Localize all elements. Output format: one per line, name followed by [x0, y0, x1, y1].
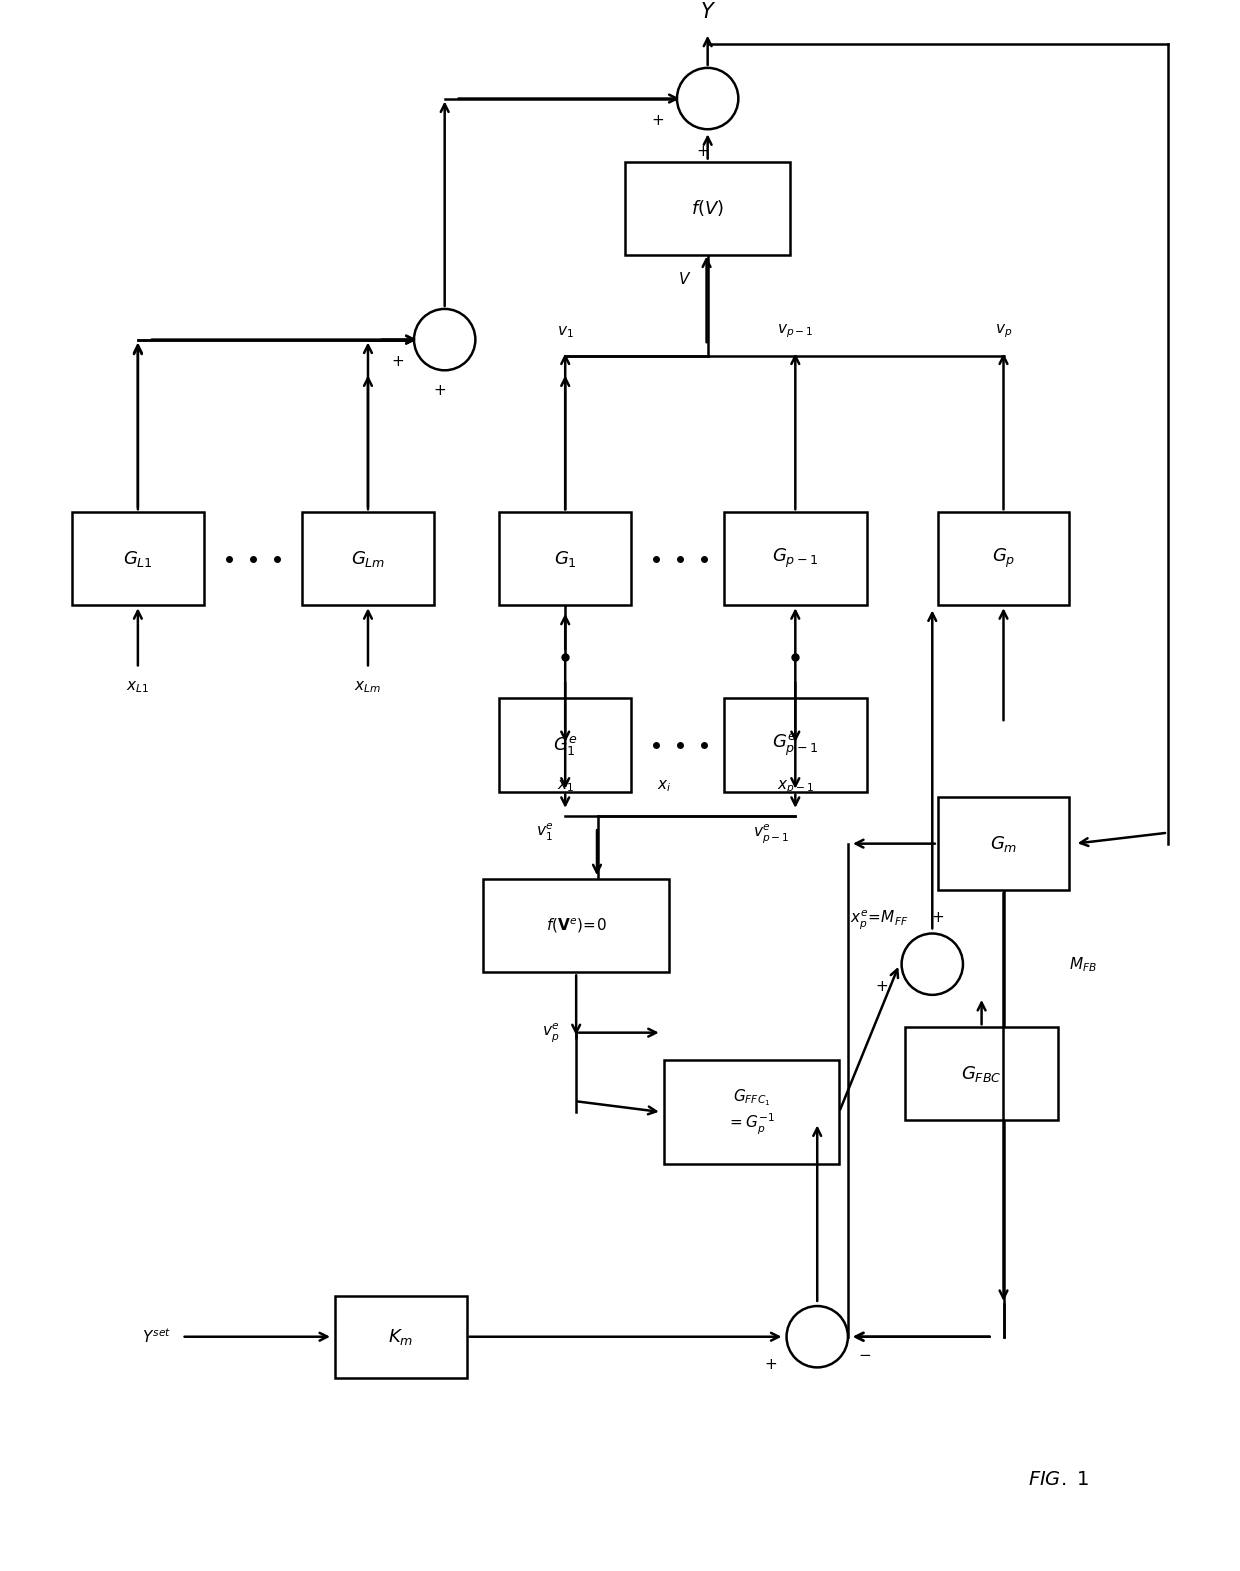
Text: $G^e_1$: $G^e_1$ — [553, 734, 578, 757]
Text: $v_1$: $v_1$ — [557, 324, 574, 339]
Text: $+$: $+$ — [391, 353, 404, 369]
Text: $G_{FBC}$: $G_{FBC}$ — [961, 1064, 1002, 1084]
Text: $v_{p-1}$: $v_{p-1}$ — [777, 322, 813, 339]
Text: $M_{FB}$: $M_{FB}$ — [1069, 955, 1097, 974]
Circle shape — [786, 1306, 848, 1367]
Text: $G_{L1}$: $G_{L1}$ — [123, 548, 153, 569]
FancyBboxPatch shape — [303, 512, 434, 605]
Text: $+$: $+$ — [696, 143, 709, 159]
Text: $G_{FFC_1}$
$=G_p^{-1}$: $G_{FFC_1}$ $=G_p^{-1}$ — [728, 1087, 776, 1136]
Text: $G_1$: $G_1$ — [554, 548, 577, 569]
Text: $\mathit{FIG.\ 1}$: $\mathit{FIG.\ 1}$ — [1028, 1470, 1089, 1489]
FancyBboxPatch shape — [724, 512, 867, 605]
Text: $v^e_{p-1}$: $v^e_{p-1}$ — [753, 822, 790, 845]
Text: $x_i$: $x_i$ — [657, 778, 671, 793]
Text: $G_{Lm}$: $G_{Lm}$ — [351, 548, 386, 569]
Text: $V$: $V$ — [678, 272, 691, 287]
Text: $v_p$: $v_p$ — [994, 322, 1012, 339]
FancyBboxPatch shape — [724, 699, 867, 792]
Text: $Y^{set}$: $Y^{set}$ — [141, 1327, 171, 1346]
Text: $G^e_{p-1}$: $G^e_{p-1}$ — [773, 732, 818, 759]
Circle shape — [677, 68, 738, 129]
Text: $x_1$: $x_1$ — [557, 778, 574, 793]
Text: $x^e_p\!=\!M_{FF}$: $x^e_p\!=\!M_{FF}$ — [851, 908, 909, 932]
Circle shape — [901, 933, 963, 994]
FancyBboxPatch shape — [905, 1027, 1058, 1120]
Text: $G_m$: $G_m$ — [990, 834, 1017, 853]
Text: $G_p$: $G_p$ — [992, 547, 1016, 570]
FancyBboxPatch shape — [500, 512, 631, 605]
FancyBboxPatch shape — [484, 880, 670, 972]
FancyBboxPatch shape — [937, 796, 1069, 891]
Text: $f(\mathbf{V}^e)\!=\!0$: $f(\mathbf{V}^e)\!=\!0$ — [546, 916, 606, 935]
Text: $+$: $+$ — [651, 113, 663, 127]
Text: $-$: $-$ — [858, 1346, 870, 1360]
Text: $+$: $+$ — [875, 979, 888, 993]
Text: $f(V)$: $f(V)$ — [691, 198, 724, 218]
FancyBboxPatch shape — [937, 512, 1069, 605]
Text: $x_{p-1}$: $x_{p-1}$ — [776, 778, 813, 795]
Circle shape — [414, 309, 475, 371]
Text: $+$: $+$ — [931, 910, 945, 925]
FancyBboxPatch shape — [72, 512, 203, 605]
Text: $v^e_p$: $v^e_p$ — [542, 1021, 559, 1045]
Text: $+$: $+$ — [433, 382, 445, 397]
FancyBboxPatch shape — [663, 1060, 839, 1164]
Text: $x_{L1}$: $x_{L1}$ — [126, 679, 149, 694]
Text: $G_{p-1}$: $G_{p-1}$ — [773, 547, 818, 570]
Text: $v^e_1$: $v^e_1$ — [537, 822, 554, 842]
Text: $+$: $+$ — [764, 1357, 776, 1371]
FancyBboxPatch shape — [625, 162, 790, 255]
Text: $K_m$: $K_m$ — [388, 1327, 413, 1346]
Text: $x_{Lm}$: $x_{Lm}$ — [355, 679, 382, 694]
FancyBboxPatch shape — [500, 699, 631, 792]
FancyBboxPatch shape — [335, 1296, 466, 1378]
Text: $Y$: $Y$ — [699, 2, 715, 22]
